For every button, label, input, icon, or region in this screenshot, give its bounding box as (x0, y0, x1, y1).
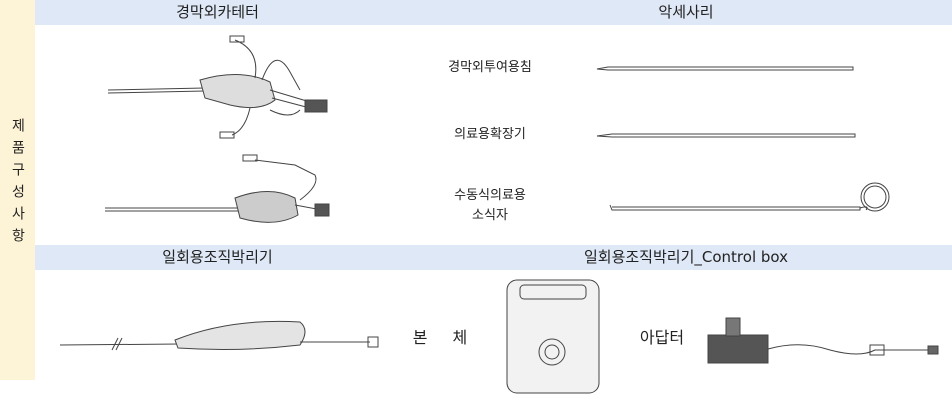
side-label: 제품구성사항 (9, 118, 26, 250)
accessory-illustration (596, 66, 890, 212)
item-label: 소식자 (472, 208, 508, 223)
header-bar (35, 0, 952, 25)
item-label: 수동식의료용 (454, 188, 526, 203)
catheter-illustration (107, 35, 328, 139)
section-title: 일회용조직박리기_Control box (583, 248, 788, 266)
item-label: 경막외투여용침 (448, 60, 532, 75)
section-title: 일회용조직박리기 (162, 248, 273, 266)
item-label: 본 체 (412, 328, 478, 347)
catheter-illustration (105, 154, 330, 223)
dissector-illustration (59, 320, 379, 351)
item-label: 아답터 (639, 328, 685, 347)
section-title: 악세사리 (658, 3, 714, 21)
control-box-illustration (506, 279, 600, 394)
adapter-illustration (707, 317, 939, 364)
section-title: 경막외카테터 (176, 3, 259, 21)
header-bar (35, 245, 952, 270)
side-column (0, 0, 35, 380)
item-label: 의료용확장기 (454, 127, 526, 142)
